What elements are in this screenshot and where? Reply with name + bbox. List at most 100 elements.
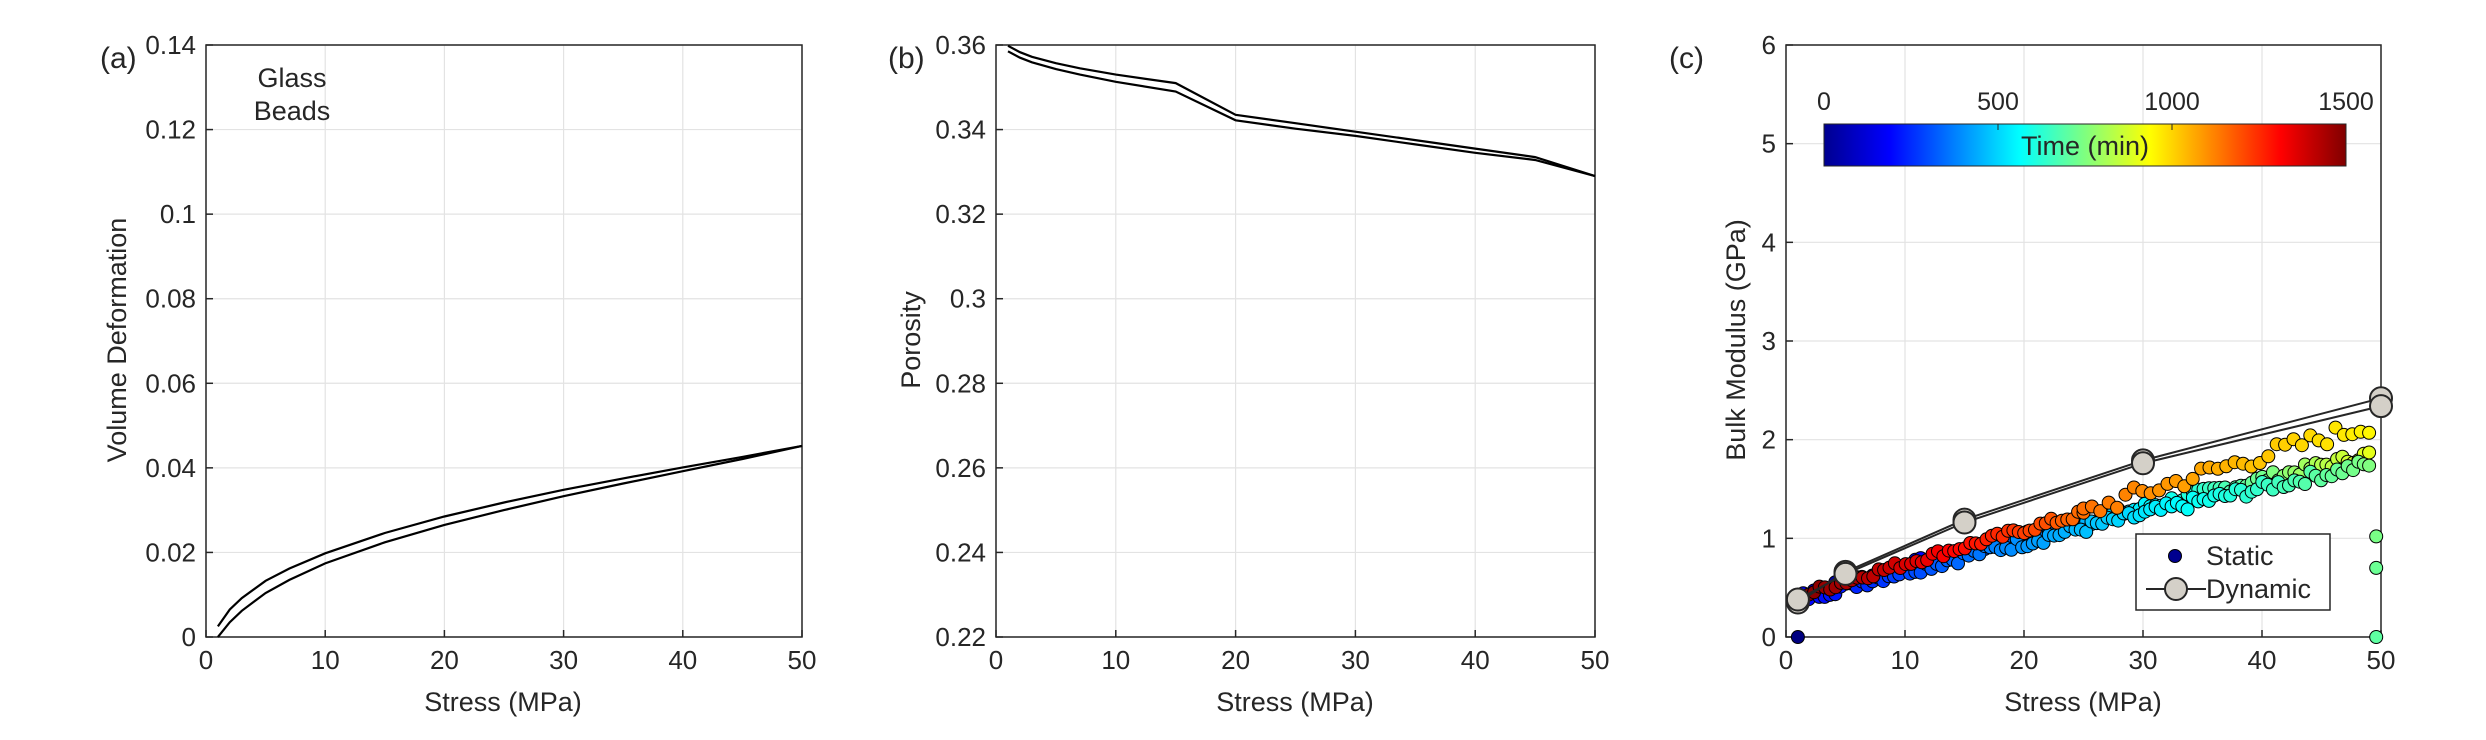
static-point [2180,502,2195,517]
plot-frame [995,44,1596,638]
static-point [2185,471,2200,486]
y-axis-label: Bulk Modulus (GPa) [1721,219,1751,461]
y-tick-label: 1 [1762,523,1776,553]
static-point [2320,437,2335,452]
y-tick-label: 0 [1762,622,1776,652]
dynamic-point [2131,451,2155,476]
static-point [2261,449,2276,464]
static-point [2362,458,2377,473]
y-tick-label: 0.36 [935,30,986,60]
static-point [2369,560,2384,575]
legend-static-marker [2168,549,2182,563]
colorbar-label: Time (min) [2021,131,2149,161]
data-points [1785,386,2393,644]
static-point [2294,438,2309,453]
y-tick-label: 6 [1762,30,1776,60]
y-axis-label: Porosity [896,291,926,389]
x-axis-label: Stress (MPa) [424,687,582,717]
y-tick-label: 0.22 [935,622,986,652]
x-tick-label: 30 [1341,645,1370,675]
x-tick-label: 20 [2010,645,2039,675]
x-tick-label: 50 [788,645,817,675]
static-point [2298,477,2312,491]
series-line-1 [1007,44,1596,178]
panel-a: 0 10 20 30 40 5000.020.040.060.080.10.120.14 … [100,30,816,717]
series-line-2 [217,444,803,638]
static-point [2369,630,2384,644]
colorbar: 0 500 1000 1500 Time (min) [1817,88,2374,167]
dynamic-point [1833,561,1858,586]
y-tick-label: 0.06 [145,368,196,398]
dynamic-point [1785,587,1810,612]
static-point [2362,445,2377,460]
y-tick-label: 0.02 [145,537,196,567]
x-tick-label: 10 [1891,645,1920,675]
x-tick-label: 50 [2367,645,2396,675]
legend-dynamic-marker [2164,577,2188,601]
annotation-line-1: Glass [257,63,326,93]
legend: Static Dynamic [2135,533,2331,611]
grid [205,44,803,638]
y-tick-label: 0.28 [935,368,986,398]
grid [995,44,1596,638]
legend-static-label: Static [2206,541,2274,571]
x-tick-label: 40 [1461,645,1490,675]
x-tick-label: 50 [1581,645,1610,675]
y-tick-label: 0.24 [935,537,986,567]
static-point [2362,425,2377,440]
data-lines [1007,44,1596,178]
static-point [2369,529,2384,544]
y-axis-label: Volume Deformation [102,218,132,463]
x-tick-label: 40 [2248,645,2277,675]
ticks: 0 10 20 30 40 50 0.22 0.24 0.26 0.28 0.3 0.32 0.34 0.… [935,30,1609,675]
x-tick-label: 30 [549,645,578,675]
static-point [2110,500,2125,515]
y-tick-label: 0.32 [935,199,986,229]
x-axis-label: Stress (MPa) [2004,687,2162,717]
data-lines [217,444,803,638]
static-point [2093,504,2108,519]
y-tick-label: 4 [1762,227,1776,257]
y-tick-label: 5 [1762,129,1776,159]
x-axis-label: Stress (MPa) [1216,687,1374,717]
dynamic-point [2369,394,2393,419]
y-tick-label: 0.12 [145,115,196,145]
colorbar-tick-label: 500 [1977,88,2019,116]
panel-label: (a) [100,42,137,75]
x-tick-label: 10 [1101,645,1130,675]
panel-label: (b) [888,42,925,75]
colorbar-ticks: 0 500 1000 1500 [1817,88,2374,130]
legend-dynamic-label: Dynamic [2206,574,2311,604]
x-tick-label: 0 [1779,645,1793,675]
colorbar-gradient [1823,123,2347,167]
x-tick-label: 30 [2129,645,2158,675]
ticks: 0 10 20 30 40 50 0 0.02 0.04 0.06 0.08 0.1 0.12 0.14 [145,30,816,675]
y-tick-label: 2 [1762,425,1776,455]
colorbar-tick-label: 1000 [2144,88,2200,116]
y-tick-label: 0.04 [145,453,196,483]
y-tick-label: 3 [1762,326,1776,356]
y-tick-label: 0.14 [145,30,196,60]
dynamic-point [1952,510,1977,535]
x-tick-label: 20 [1221,645,1250,675]
series-line-1 [217,444,803,628]
panel-b: 0 10 20 30 40 50 0.22 0.24 0.26 0.28 0.3 0.32 0.34 0.… [888,30,1609,717]
colorbar-tick-label: 1500 [2318,88,2374,116]
x-tick-label: 0 [199,645,213,675]
annotation-line-2: Beads [254,96,331,126]
x-tick-label: 20 [430,645,459,675]
x-tick-label: 40 [668,645,697,675]
colorbar-tick-label: 0 [1817,88,1831,116]
y-tick-label: 0.1 [160,199,196,229]
y-tick-label: 0.3 [950,284,986,314]
series-line-2 [1007,50,1596,178]
static-point [1790,630,1805,644]
x-tick-label: 0 [989,645,1003,675]
y-tick-label: 0.08 [145,284,196,314]
panel-label: (c) [1669,42,1704,75]
plot-frame [205,44,803,638]
x-tick-label: 10 [311,645,340,675]
